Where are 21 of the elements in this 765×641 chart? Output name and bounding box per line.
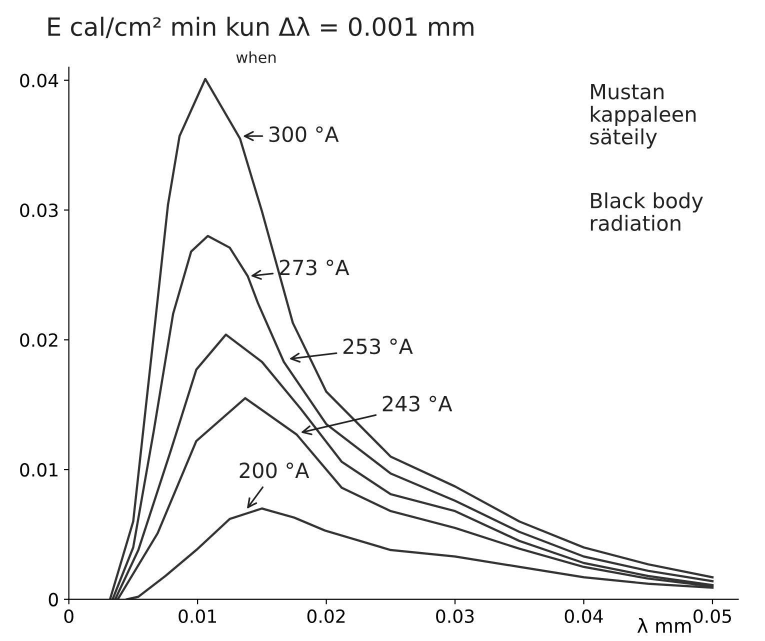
annotation: 253 °A — [343, 338, 413, 354]
text: when — [236, 51, 276, 64]
x-tick-label: 0 — [64, 609, 74, 624]
y-tick-label: 0.01 — [20, 463, 58, 477]
x-tick-label: 0.04 — [564, 609, 603, 624]
y-tick-label: 0 — [48, 592, 58, 606]
x-tick-label: 0.03 — [436, 609, 474, 624]
y-tick-label: 0.02 — [20, 333, 58, 347]
x-tick-label: 0.05 — [694, 609, 732, 624]
annotation: 243 °A — [382, 396, 452, 412]
x-axis-title: λ mm — [637, 618, 691, 633]
x-tick-label: 0.02 — [307, 609, 345, 624]
annotation: Mustan kappaleen säteily — [590, 84, 696, 149]
x-tick-label: 0.01 — [178, 609, 216, 624]
annotation: Black body radiation — [590, 192, 703, 231]
annotation: 273 °A — [280, 260, 350, 276]
y-tick-label: 0.04 — [20, 74, 58, 88]
y-tick-label: 0.03 — [20, 204, 58, 218]
annotation: 200 °A — [240, 462, 310, 478]
annotation: 300 °A — [269, 126, 339, 142]
chart-title: E cal/cm² min kun Δλ = 0.001 mm — [48, 16, 474, 38]
